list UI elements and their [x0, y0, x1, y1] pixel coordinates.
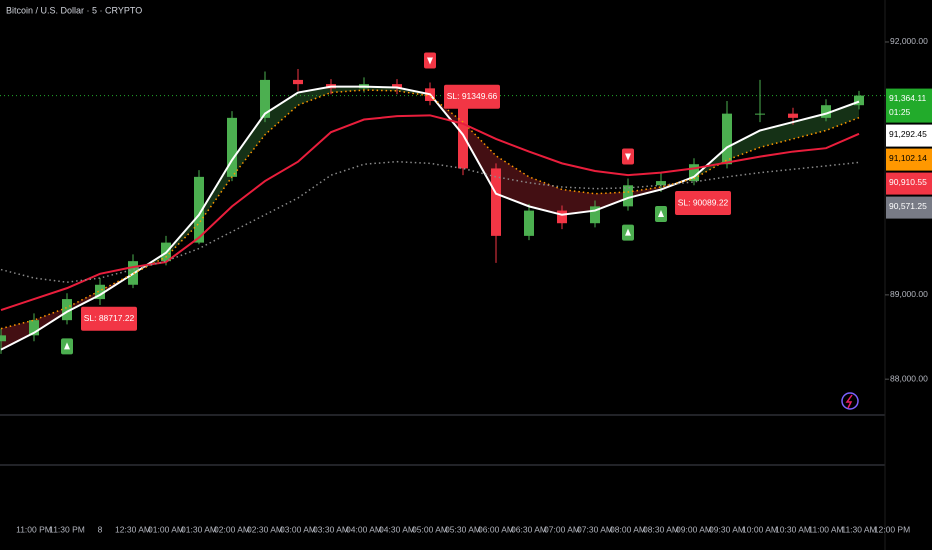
- sell-arrow: [625, 153, 631, 161]
- sl-label: SL: 88717.22: [84, 313, 135, 323]
- candle-body: [590, 206, 600, 224]
- x-tick-label: 12:00 PM: [874, 524, 910, 534]
- trend-fill: [265, 92, 298, 135]
- sl-label: SL: 90089.22: [678, 197, 729, 207]
- candle-body: [62, 299, 72, 321]
- x-tick-label: 10:30 AM: [775, 524, 811, 534]
- trend-fill: [199, 159, 232, 224]
- x-tick-label: 06:00 AM: [478, 524, 514, 534]
- price-tag: [886, 124, 932, 147]
- x-tick-label: 09:00 AM: [676, 524, 712, 534]
- x-tick-label: 03:30 AM: [313, 524, 349, 534]
- trend-fill: [232, 113, 265, 177]
- x-tick-label: 8: [98, 524, 103, 534]
- candle-body: [656, 181, 666, 186]
- price-tag: [886, 196, 932, 219]
- candle-body: [623, 185, 633, 207]
- buy-arrow: [658, 210, 664, 218]
- x-tick-label: 07:00 AM: [544, 524, 580, 534]
- chart-title: Bitcoin / U.S. Dollar · 5 · CRYPTO: [6, 5, 142, 15]
- trend-fill: [331, 86, 364, 93]
- x-tick-label: 11:30 AM: [841, 524, 876, 534]
- sell-arrow: [427, 57, 433, 65]
- x-tick-label: 12:30 AM: [115, 524, 151, 534]
- sl-box: [81, 306, 137, 331]
- price-tag-label: 90,910.55: [889, 177, 927, 187]
- candle-body: [29, 320, 39, 336]
- candle-body: [260, 79, 270, 118]
- x-tick-label: 11:00 PM: [16, 524, 52, 534]
- x-tick-label: 03:00 AM: [280, 524, 316, 534]
- indicator-line: [0, 114, 860, 311]
- sl-box: [444, 84, 500, 109]
- price-tag-label: 90,571.25: [889, 201, 927, 211]
- candle-body: [821, 105, 831, 118]
- x-tick-label: 11:30 PM: [49, 524, 85, 534]
- y-tick-label: 92,000.00: [890, 36, 928, 46]
- trend-fill: [1, 320, 34, 350]
- sl-box: [675, 191, 731, 216]
- trend-fill: [595, 192, 628, 211]
- x-tick-label: 04:30 AM: [379, 524, 415, 534]
- candle-body: [689, 164, 699, 182]
- x-tick-label: 05:00 AM: [412, 524, 448, 534]
- sl-label: SL: 91349.66: [447, 91, 498, 101]
- trend-fill: [562, 189, 595, 215]
- trend-fill: [496, 155, 529, 207]
- candle-body: [194, 176, 204, 243]
- x-tick-label: 11:00 AM: [808, 524, 843, 534]
- candle-body: [755, 113, 765, 115]
- buy-arrow: [625, 228, 631, 236]
- trend-fill: [463, 122, 496, 194]
- y-tick-label: 88,000.00: [890, 373, 928, 383]
- price-tag-label: 91,364.11: [889, 93, 926, 103]
- price-tag-label: 91,292.45: [889, 129, 927, 139]
- trend-fill: [760, 122, 793, 148]
- price-tag-label: 91,102.14: [889, 153, 927, 163]
- buy-arrow: [64, 342, 70, 350]
- trend-fill: [529, 176, 562, 215]
- indicator-line: [0, 85, 860, 351]
- candle-body: [227, 117, 237, 177]
- candle-body: [722, 113, 732, 165]
- x-tick-label: 05:30 AM: [445, 524, 481, 534]
- candle-body: [0, 335, 6, 342]
- x-tick-label: 01:00 AM: [148, 524, 184, 534]
- x-tick-label: 02:00 AM: [214, 524, 250, 534]
- x-tick-label: 07:30 AM: [577, 524, 613, 534]
- price-tag: [886, 88, 932, 123]
- candle-body: [854, 95, 864, 106]
- candle-body: [95, 284, 105, 300]
- candle-body: [788, 113, 798, 118]
- candle-body: [557, 210, 567, 224]
- y-tick-label: 89,000.00: [890, 289, 928, 299]
- price-tag: [886, 148, 932, 171]
- x-tick-label: 06:30 AM: [511, 524, 547, 534]
- x-tick-label: 08:00 AM: [610, 524, 646, 534]
- candle-body: [392, 84, 402, 89]
- x-tick-label: 01:30 AM: [181, 524, 217, 534]
- x-tick-label: 09:30 AM: [709, 524, 745, 534]
- x-tick-label: 10:00 AM: [742, 524, 778, 534]
- price-tag: [886, 172, 932, 195]
- candle-body: [524, 210, 534, 236]
- x-tick-label: 08:30 AM: [643, 524, 679, 534]
- x-tick-label: 04:00 AM: [346, 524, 382, 534]
- candle-body: [293, 79, 303, 85]
- x-tick-label: 02:30 AM: [247, 524, 283, 534]
- candle-body: [491, 168, 501, 236]
- countdown: 01:25: [889, 107, 911, 117]
- trend-fill: [826, 101, 859, 131]
- trend-fill: [727, 130, 760, 160]
- logo: [841, 392, 859, 410]
